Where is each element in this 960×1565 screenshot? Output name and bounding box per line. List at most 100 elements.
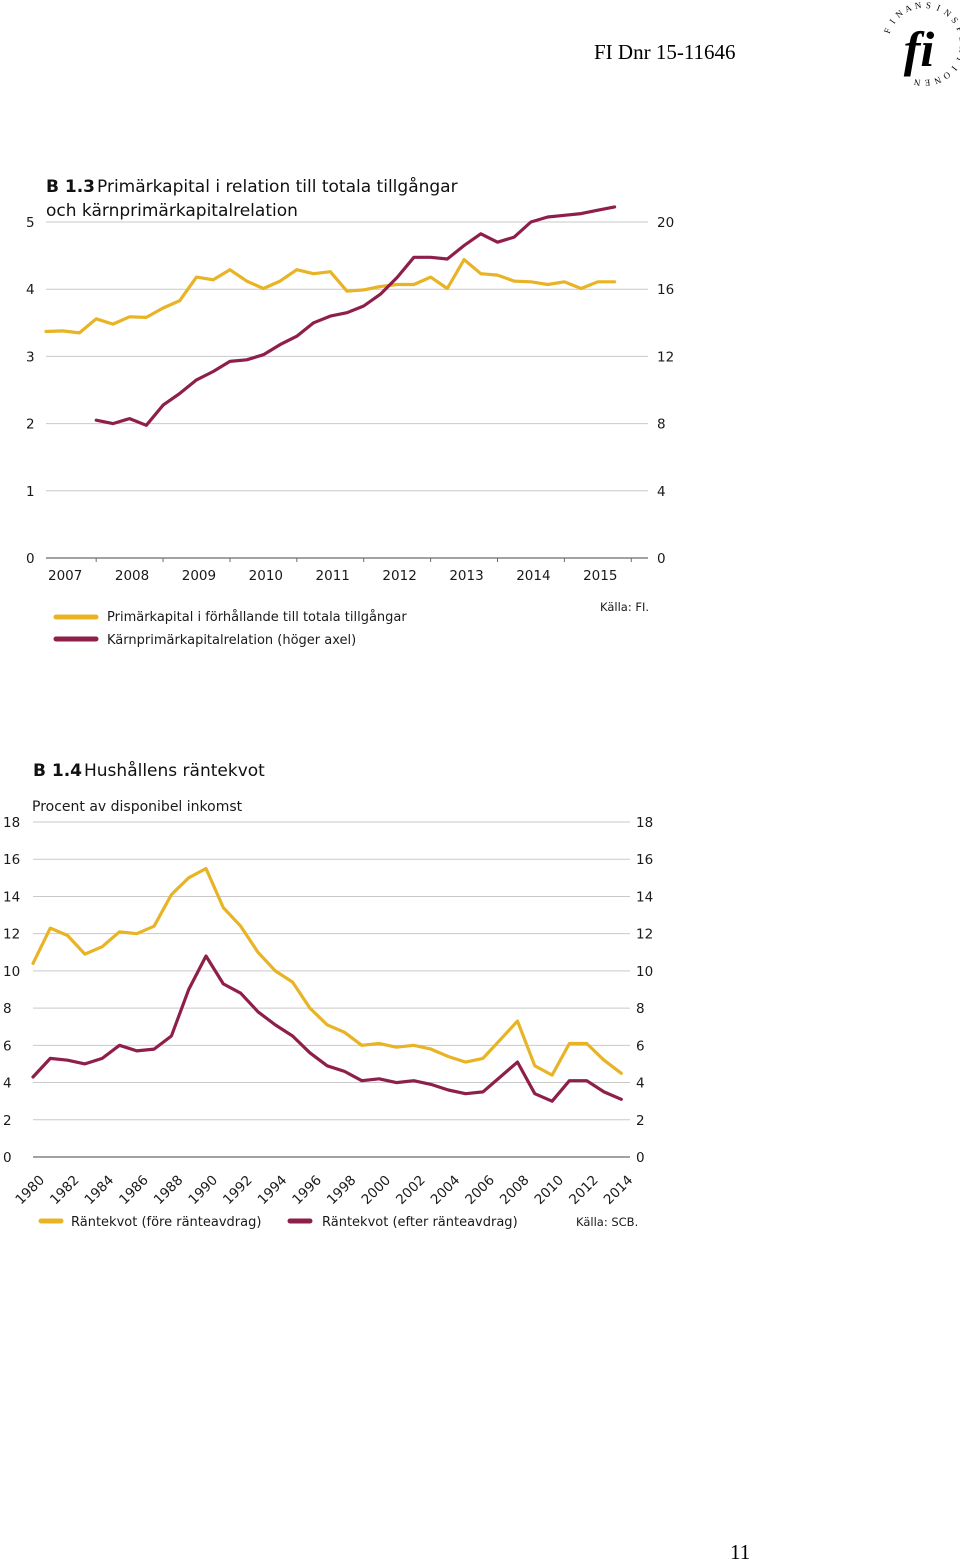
x-tick-label: 2007 <box>48 568 82 584</box>
logo-letter: S <box>925 0 931 11</box>
y-right-tick-label: 2 <box>636 1113 645 1129</box>
y-right-tick-label: 18 <box>636 815 653 831</box>
x-tick-label: 2002 <box>393 1172 429 1208</box>
legend-label-fore-ranteavdrag: Räntekvot (före ränteavdrag) <box>71 1215 261 1230</box>
x-tick-label: 2013 <box>449 568 483 584</box>
y-right-tick-label: 4 <box>636 1076 645 1092</box>
logo-letter: F <box>882 27 893 35</box>
x-tick-label: 1982 <box>47 1172 83 1208</box>
y-left-tick-label: 2 <box>26 417 35 433</box>
chart-b13: B 1.3 Primärkapital i relation till tota… <box>26 176 674 648</box>
legend-label-primarkapital: Primärkapital i förhållande till totala … <box>107 610 407 625</box>
chart-b14-series <box>31 866 623 1103</box>
x-tick-label: 1992 <box>220 1172 256 1208</box>
y-left-tick-label: 5 <box>26 215 35 231</box>
y-left-tick-label: 12 <box>3 927 20 943</box>
chart-b14-unit-label: Procent av disponibel inkomst <box>32 799 243 815</box>
y-left-tick-label: 4 <box>3 1076 12 1092</box>
y-right-tick-label: 4 <box>657 484 666 500</box>
y-right-tick-label: 0 <box>636 1150 645 1166</box>
series-line-karnprimarkapital <box>94 205 617 427</box>
logo-letter: N <box>894 8 906 20</box>
x-tick-label: 1990 <box>185 1172 221 1208</box>
y-left-tick-label: 16 <box>3 852 20 868</box>
y-right-tick-label: 16 <box>636 852 653 868</box>
x-tick-label: 2012 <box>566 1172 602 1208</box>
x-tick-label: 1994 <box>255 1172 291 1208</box>
x-tick-label: 2015 <box>583 568 617 584</box>
x-tick-label: 1986 <box>116 1172 152 1208</box>
x-tick-label: 2004 <box>428 1172 464 1208</box>
y-left-tick-label: 18 <box>3 815 20 831</box>
chart-b14-right-axis-ticks: 0 2 4 6 8 10 12 14 16 18 <box>636 815 653 1166</box>
x-tick-label: 1988 <box>151 1172 187 1208</box>
x-tick-label: 2009 <box>182 568 216 584</box>
y-right-tick-label: 12 <box>636 927 653 943</box>
series-line-fore-ranteavdrag <box>31 866 623 1077</box>
y-left-tick-label: 0 <box>3 1150 12 1166</box>
logo-letter: I <box>949 64 959 73</box>
x-tick-label: 1980 <box>12 1172 48 1208</box>
x-tick-label: 1998 <box>324 1172 360 1208</box>
y-right-tick-label: 0 <box>657 551 666 567</box>
logo-letter: A <box>903 2 913 14</box>
y-right-tick-label: 14 <box>636 889 653 905</box>
x-tick-label: 2014 <box>601 1172 637 1208</box>
x-tick-label: 2006 <box>462 1172 498 1208</box>
logo-letter: E <box>924 78 931 89</box>
y-left-tick-label: 8 <box>3 1001 12 1017</box>
series-line-primarkapital <box>44 258 617 335</box>
x-tick-label: 2010 <box>531 1172 567 1208</box>
chart-b13-title-line2: och kärnprimärkapitalrelation <box>46 201 298 221</box>
logo-letter: N <box>913 77 922 88</box>
y-right-tick-label: 12 <box>657 349 674 365</box>
logo-letter: I <box>887 17 897 25</box>
logo-letter: I <box>935 3 941 13</box>
legend-label-karnprimarkapital: Kärnprimärkapitalrelation (höger axel) <box>107 633 356 648</box>
logo-letter: O <box>941 70 953 82</box>
y-right-tick-label: 6 <box>636 1038 645 1054</box>
y-right-tick-label: 20 <box>657 215 674 231</box>
chart-b14-gridlines <box>33 821 630 1158</box>
y-left-tick-label: 4 <box>26 282 35 298</box>
x-tick-label: 2010 <box>249 568 283 584</box>
y-left-tick-label: 6 <box>3 1038 12 1054</box>
x-tick-label: 2011 <box>316 568 350 584</box>
y-left-tick-label: 1 <box>26 484 35 500</box>
legend-label-efter-ranteavdrag: Räntekvot (efter ränteavdrag) <box>322 1215 518 1230</box>
logo-letter: T <box>954 55 960 64</box>
series-line-efter-ranteavdrag <box>31 954 623 1103</box>
chart-b13-title-prefix: B 1.3 <box>46 177 95 197</box>
logo-letter: N <box>914 0 922 11</box>
y-left-tick-label: 2 <box>3 1113 12 1129</box>
y-right-tick-label: 16 <box>657 282 674 298</box>
chart-b13-series <box>44 205 617 427</box>
chart-b13-left-axis-ticks: 0 1 2 3 4 5 <box>26 215 35 567</box>
x-tick-label: 2008 <box>115 568 149 584</box>
chart-b14-title: Hushållens räntekvot <box>84 760 265 781</box>
page-number: 11 <box>730 1540 751 1564</box>
y-left-tick-label: 10 <box>3 964 20 980</box>
y-right-tick-label: 8 <box>636 1001 645 1017</box>
logo-mark: fi <box>904 21 935 77</box>
y-left-tick-label: 3 <box>26 349 35 365</box>
x-tick-label: 1996 <box>289 1172 325 1208</box>
logo-letter: N <box>932 75 942 87</box>
x-tick-label: 2014 <box>516 568 550 584</box>
y-right-tick-label: 10 <box>636 964 653 980</box>
y-left-tick-label: 14 <box>3 889 20 905</box>
chart-b14-source: Källa: SCB. <box>576 1215 638 1229</box>
logo-letter: S <box>949 15 960 25</box>
chart-b13-x-axis-ticks: 2007 2008 2009 2010 2011 2012 2013 2014 2015 <box>48 558 632 584</box>
y-left-tick-label: 0 <box>26 551 35 567</box>
x-tick-label: 1984 <box>82 1172 118 1208</box>
x-tick-label: 2000 <box>358 1172 394 1208</box>
x-tick-label: 2008 <box>497 1172 533 1208</box>
chart-b13-title-line1: Primärkapital i relation till totala til… <box>97 176 458 197</box>
logo-letter: N <box>942 7 954 19</box>
document-reference: FI Dnr 15-11646 <box>594 40 736 64</box>
chart-b13-source: Källa: FI. <box>600 600 649 614</box>
